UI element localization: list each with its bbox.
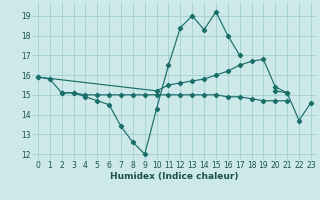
X-axis label: Humidex (Indice chaleur): Humidex (Indice chaleur) — [110, 172, 239, 181]
